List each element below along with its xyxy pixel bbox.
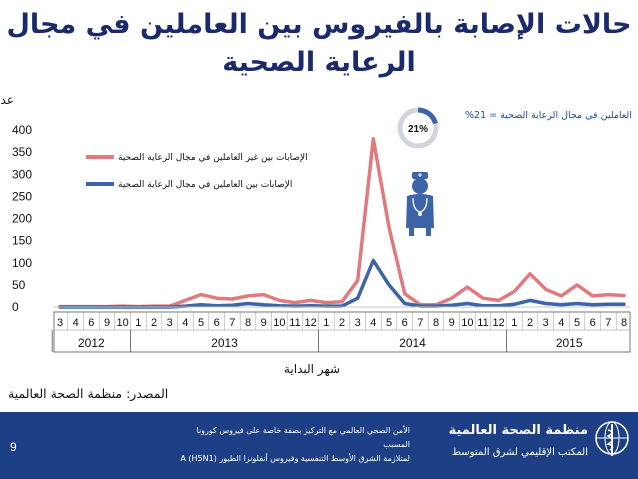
x-tick-label: 2 — [151, 317, 157, 329]
plot-area — [58, 137, 626, 309]
y-tick-label: 50 — [12, 278, 26, 292]
footer-text-line-2: لمتلازمة الشرق الأوسط التنفسية وفيروس أن… — [180, 454, 410, 463]
y-tick-label: 200 — [12, 212, 32, 226]
footer-bar: 9 الأمن الصحي العالمي مع التركيز بصفة خا… — [0, 412, 638, 479]
y-tick-label: 0 — [12, 300, 19, 314]
x-category-band — [53, 311, 631, 353]
x-tick-label: 6 — [214, 317, 220, 329]
legend-label-hcw: الإصابات بين العاملين في مجال الرعاية ال… — [118, 180, 292, 190]
x-axis: 3 4 6 9 10 1 2 3 4 5 6 7 8 9 10 11 12 1 2 3 4 5 6 7 8 9 10 11 12 1 2 3 4… — [51, 306, 631, 353]
x-tick-label: 6 — [402, 317, 408, 329]
percent-donut: 21% — [397, 107, 439, 149]
y-tick-label: 400 — [12, 123, 32, 137]
x-tick-label: 12 — [493, 317, 505, 329]
y-tick-label: 350 — [12, 145, 32, 159]
x-tick-label: 6 — [590, 317, 596, 329]
year-label: 2014 — [399, 336, 426, 350]
y-tick-label: 150 — [12, 234, 32, 248]
x-tick-label: 12 — [305, 317, 317, 329]
x-tick-label: 4 — [182, 317, 188, 329]
x-tick-label: 7 — [605, 317, 611, 329]
x-tick-label: 2 — [339, 317, 345, 329]
page-number: 9 — [10, 440, 17, 454]
x-axis-title: شهر البداية — [284, 362, 340, 377]
x-tick-label: 1 — [135, 317, 141, 329]
series-line-non-hcw — [58, 137, 626, 309]
legend: الإصابات بين غير العاملين في مجال الرعاي… — [86, 153, 308, 190]
org-name-line-2: المكتب الإقليمي لشرق المتوسط — [451, 447, 588, 458]
x-tick-label: 6 — [88, 317, 94, 329]
x-tick-label: 3 — [543, 317, 549, 329]
x-tick-label: 5 — [574, 317, 580, 329]
x-tick-label: 9 — [449, 317, 455, 329]
x-tick-label: 4 — [558, 317, 564, 329]
x-tick-label: 4 — [370, 317, 376, 329]
donut-label: 21% — [408, 124, 428, 135]
x-tick-label: 11 — [289, 317, 300, 329]
x-tick-label: 3 — [167, 317, 173, 329]
x-tick-label: 3 — [355, 317, 361, 329]
y-axis: 0 50 100 150 200 250 300 350 400 — [12, 123, 32, 314]
x-tick-label: 9 — [104, 317, 110, 329]
footer-text-line-1: الأمن الصحي العالمي مع التركيز بصفة خاصة… — [196, 426, 411, 449]
source-note: المصدر: منظمة الصحة العالمية — [8, 386, 169, 401]
x-tick-label: 8 — [245, 317, 251, 329]
x-tick-label: 7 — [229, 317, 235, 329]
x-tick-label: 1 — [511, 317, 517, 329]
x-tick-label: 10 — [273, 317, 285, 329]
nurse-icon — [406, 172, 434, 236]
y-tick-label: 100 — [12, 256, 32, 270]
y-tick-label: 250 — [12, 189, 32, 203]
hcw-percent-label: العاملين في مجال الرعاية الصحية = 21% — [465, 110, 632, 121]
x-tick-label: 10 — [117, 317, 129, 329]
x-tick-label: 8 — [621, 317, 627, 329]
y-tick-label: 300 — [12, 167, 32, 181]
x-tick-label: 10 — [461, 317, 473, 329]
year-label: 2012 — [78, 336, 105, 350]
x-tick-label: 8 — [433, 317, 439, 329]
x-tick-label: 2 — [527, 317, 533, 329]
x-tick-label: 4 — [73, 317, 79, 329]
year-label: 2013 — [211, 336, 238, 350]
x-tick-label: 11 — [477, 317, 488, 329]
y-axis-title: عدد الحالات — [0, 93, 14, 107]
x-tick-label: 1 — [323, 317, 329, 329]
x-tick-label: 5 — [198, 317, 204, 329]
x-tick-label: 9 — [261, 317, 267, 329]
org-name: منظمة الصحة العالمية المكتب الإقليمي لشر… — [410, 420, 588, 464]
x-tick-label: 7 — [417, 317, 423, 329]
who-logo-icon — [595, 421, 629, 456]
donut-arc — [417, 107, 438, 125]
x-tick-label: 3 — [57, 317, 63, 329]
footer-text: الأمن الصحي العالمي مع التركيز بصفة خاصة… — [170, 424, 410, 466]
year-label: 2015 — [556, 336, 583, 350]
org-name-line-1: منظمة الصحة العالمية — [448, 423, 588, 438]
x-tick-label: 5 — [386, 317, 392, 329]
slide-title: حالات الإصابة بالفيروس بين العاملين في م… — [6, 9, 632, 78]
legend-label-non-hcw: الإصابات بين غير العاملين في مجال الرعاي… — [118, 153, 308, 163]
